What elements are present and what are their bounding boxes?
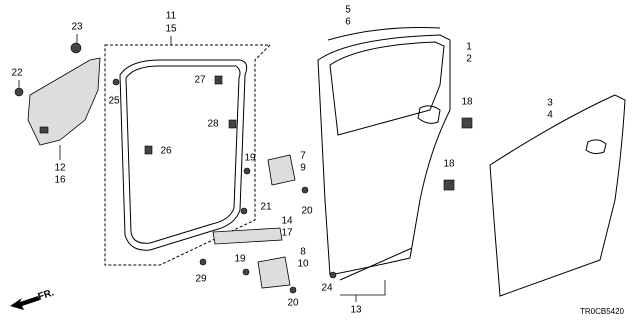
front-label: FR. [37,287,56,303]
callout-number: 27 [194,75,206,86]
callout-number: 13 [350,305,362,316]
callout-number: 4 [547,110,553,121]
callout-number: 19 [244,153,256,164]
diagram-code: TR0CB5420 [580,307,625,316]
callout-number: 8 [300,247,306,258]
callout-number: 20 [287,298,299,309]
callout-number: 18 [461,97,473,108]
artwork [10,27,626,310]
front-arrow [10,296,40,310]
callout-number: 14 [281,216,293,227]
callout-number: 26 [160,146,172,157]
callout-number: 15 [165,24,177,35]
callout-number: 21 [260,202,272,213]
callout-number: 16 [54,175,66,186]
callout-number: 2 [466,54,472,65]
callout-number: 12 [54,163,66,174]
callout-number: 3 [547,98,553,109]
callout-number: 1 [466,42,472,53]
callout-number: 9 [300,163,306,174]
callout-number: 7 [300,151,306,162]
callout-number: 5 [345,5,351,16]
callout-number: 10 [297,259,309,270]
callout-number: 29 [195,274,207,285]
callout-number: 6 [345,17,351,28]
callout-number: 11 [166,11,177,22]
callout-number: 23 [71,22,83,33]
callout-number: 19 [234,254,246,265]
callout-number: 20 [301,206,313,217]
callout-number: 28 [207,119,219,130]
callout-number: 25 [108,96,120,107]
callout-number: 18 [443,159,455,170]
callout-number: 24 [321,283,333,294]
callout-number: 17 [281,228,293,239]
callout-number: 22 [11,68,23,79]
